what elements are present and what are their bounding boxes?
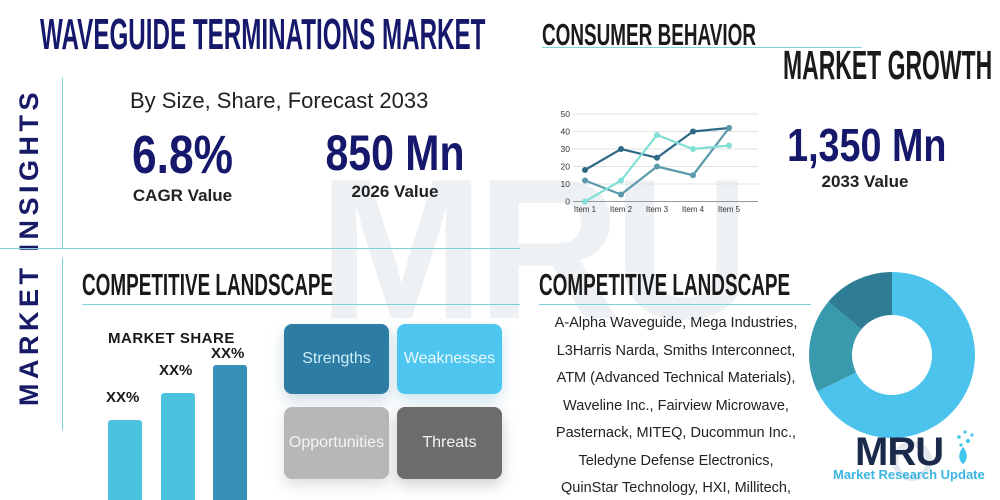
svg-text:50: 50 <box>561 109 571 119</box>
svg-text:Item 3: Item 3 <box>646 205 669 214</box>
svg-text:Item 4: Item 4 <box>682 205 705 214</box>
svg-text:20: 20 <box>561 162 571 172</box>
svg-text:40: 40 <box>561 127 571 137</box>
svg-text:Item 1: Item 1 <box>574 205 597 214</box>
svg-text:Item 5: Item 5 <box>718 205 741 214</box>
svg-text:30: 30 <box>561 144 571 154</box>
svg-text:0: 0 <box>565 197 570 207</box>
svg-text:10: 10 <box>561 179 571 189</box>
svg-text:Item 2: Item 2 <box>610 205 633 214</box>
